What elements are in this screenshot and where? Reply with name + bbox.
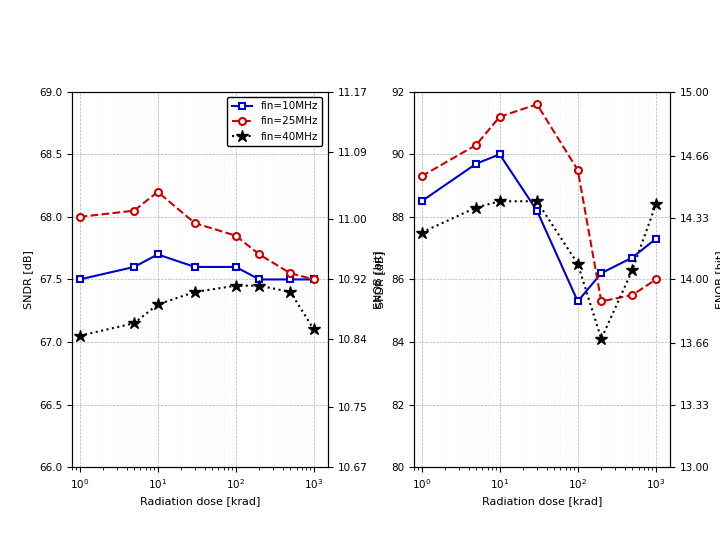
X-axis label: Radiation dose [krad]: Radiation dose [krad] [140,496,260,506]
Y-axis label: ENOB [bit]: ENOB [bit] [715,250,720,309]
X-axis label: Radiation dose [krad]: Radiation dose [krad] [482,496,602,506]
Text: TWEPP 2014: TWEPP 2014 [14,513,103,526]
Text: - 30 -: - 30 - [343,513,377,526]
Y-axis label: SNDR [dB]: SNDR [dB] [24,250,33,309]
Y-axis label: ENOB [bit]: ENOB [bit] [373,250,383,309]
Text: 2014-09-24: 2014-09-24 [634,513,706,526]
Text: Measured SNDR and SFDR @ 80 MS/s: Measured SNDR and SFDR @ 80 MS/s [18,21,600,49]
Legend: fin=10MHz, fin=25MHz, fin=40MHz: fin=10MHz, fin=25MHz, fin=40MHz [228,97,323,146]
Y-axis label: SFDR [dB]: SFDR [dB] [375,251,385,308]
